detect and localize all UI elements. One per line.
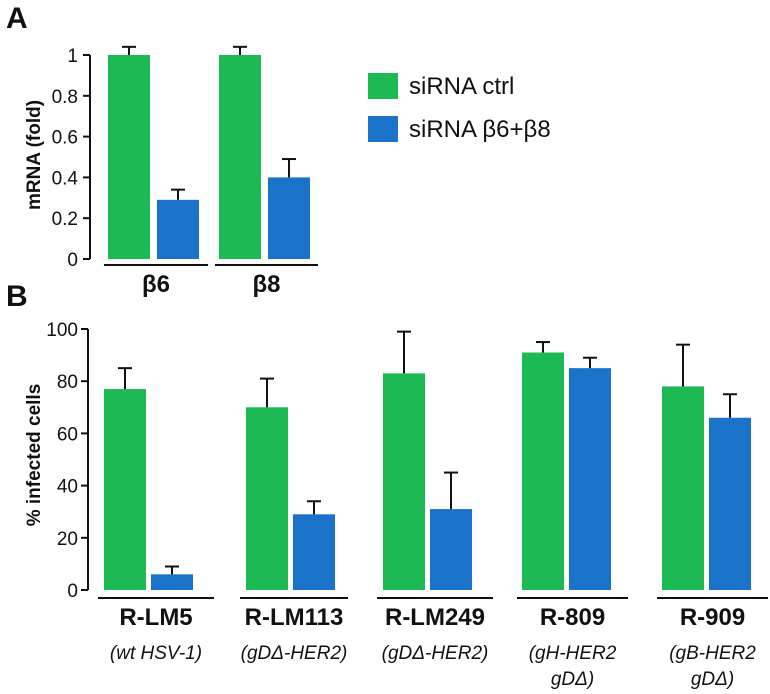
panel-a-category-label: β8: [253, 271, 281, 298]
panel-b-bar: [569, 368, 611, 590]
panel-a-bar: [108, 55, 150, 259]
panel-a-y-tick-label: 0.8: [52, 87, 78, 108]
panel-b-bar: [522, 352, 564, 590]
panel-b-bar: [662, 386, 704, 590]
legend-ctrl-label: siRNA ctrl: [409, 73, 514, 100]
panel-b-y-tick-label: 0: [67, 581, 78, 602]
panel-b-letter: B: [6, 280, 28, 313]
panel-b-category-sublabel: (gB-HER2: [669, 643, 756, 664]
panel-b-bar: [246, 407, 288, 590]
panel-b-y-tick-label: 80: [57, 372, 78, 393]
panel-a-y-axis-label: mRNA (fold): [24, 100, 45, 210]
panel-b-category-label: R-LM249: [385, 604, 485, 631]
panel-a-y-tick-label: 0.6: [52, 128, 78, 149]
panel-b-category-sublabel: (gDΔ-HER2): [241, 643, 348, 664]
panel-a-y-tick-label: 0: [67, 250, 78, 271]
panel-a-bar: [219, 55, 261, 259]
panel-b: B % infected cells 0 20 40 60 80 100 R-LM5 (wt …: [6, 280, 768, 690]
panel-b-category-sublabel: (gDΔ-HER2): [382, 643, 489, 664]
legend-knockdown-swatch: [368, 116, 398, 142]
legend-ctrl-swatch: [368, 73, 398, 99]
panel-a-y-tick-label: 0.2: [52, 209, 78, 230]
panel-b-category-label: R-809: [540, 604, 605, 631]
panel-b-y-tick-label: 100: [46, 320, 78, 341]
panel-b-category-label: R-909: [680, 604, 745, 631]
panel-b-bar: [709, 417, 751, 590]
panel-b-category-sublabel: (wt HSV-1): [110, 643, 202, 664]
legend: siRNA ctrl siRNA β6+β8: [368, 73, 551, 143]
panel-a-bar: [268, 177, 310, 259]
panel-b-category-label: R-LM113: [245, 604, 344, 631]
panel-b-bar: [383, 373, 425, 590]
panel-b-category-label: R-LM5: [119, 604, 192, 631]
panel-b-y-tick-label: 40: [57, 477, 78, 498]
panel-a-bar: [157, 199, 199, 259]
panel-b-y-tick-label: 60: [57, 424, 78, 445]
panel-b-bar: [430, 509, 472, 590]
panel-b-bar: [293, 514, 335, 590]
legend-knockdown-label: siRNA β6+β8: [409, 116, 551, 143]
panel-a-y-tick-label: 1: [67, 46, 78, 67]
panel-b-category-sublabel: gDΔ): [691, 669, 734, 690]
panel-a-y-tick-label: 0.4: [52, 168, 79, 189]
panel-b-category-sublabel: gDΔ): [551, 669, 594, 690]
panel-b-bar: [151, 574, 193, 590]
panel-b-y-tick-label: 20: [57, 529, 78, 550]
panel-b-y-axis-label: % infected cells: [24, 384, 45, 527]
panel-b-bar: [104, 389, 146, 590]
panel-a: A mRNA (fold) 0 0.2 0.4 0.6 0.8 1 β6 β8: [6, 2, 318, 298]
panel-b-category-sublabel: (gH-HER2: [529, 643, 617, 664]
panel-a-category-label: β6: [142, 271, 170, 298]
panel-a-letter: A: [6, 2, 28, 35]
